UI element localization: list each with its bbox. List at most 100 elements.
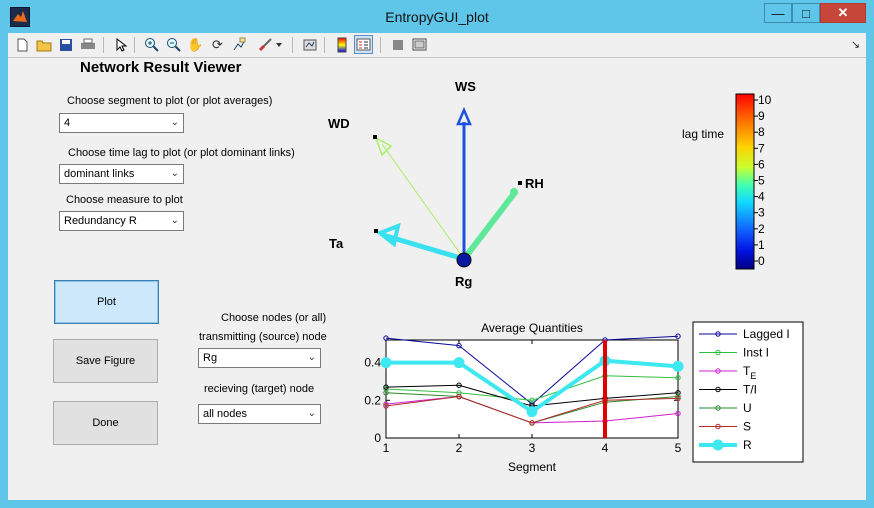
series-point (529, 397, 535, 404)
maximize-button[interactable]: □ (792, 3, 820, 23)
node-label-rh: RH (525, 176, 544, 191)
done-button[interactable]: Done (53, 401, 158, 445)
window-title: EntropyGUI_plot (385, 9, 489, 25)
legend-icon[interactable] (354, 35, 373, 54)
measure-label: Choose measure to plot (66, 194, 183, 206)
x-tick-label: 3 (529, 441, 536, 455)
legend-marker (712, 439, 724, 451)
chart-title: Average Quantities (481, 321, 583, 335)
zoom-out-icon[interactable] (164, 35, 183, 54)
zoom-in-icon[interactable] (142, 35, 161, 54)
figure-client-area: Network Result Viewer Choose segment to … (8, 58, 866, 500)
dock-arrow-icon[interactable]: ↘ (850, 39, 861, 51)
legend-marker (715, 386, 721, 393)
series-line (385, 375, 679, 401)
series-line (385, 396, 679, 424)
chevron-down-icon: ⌄ (170, 168, 179, 179)
data-cursor-icon[interactable] (230, 35, 249, 54)
target-node-select[interactable]: all nodes ⌄ (198, 404, 321, 424)
source-node-select[interactable]: Rg ⌄ (198, 348, 321, 368)
series-point (675, 333, 681, 339)
colorbar (735, 93, 755, 270)
link-plot-icon[interactable] (300, 35, 319, 54)
series-point (672, 360, 684, 372)
series-point (383, 401, 389, 407)
panel-title: Network Result Viewer (80, 59, 242, 76)
legend-marker (715, 368, 721, 374)
save-figure-button[interactable]: Save Figure (53, 339, 158, 383)
toolbar-separator (380, 37, 381, 53)
minimize-button[interactable]: — (764, 3, 792, 23)
colorbar-icon[interactable] (332, 35, 351, 54)
brush-icon[interactable] (256, 35, 275, 54)
legend-entry: U (743, 401, 752, 415)
colorbar-tick-label: 10 (758, 93, 772, 107)
legend-marker (715, 423, 721, 430)
series-point (675, 395, 681, 402)
new-file-icon[interactable] (12, 35, 31, 54)
toolbar-separator (134, 37, 135, 53)
chart-plot-area (385, 339, 679, 439)
series-point (383, 384, 389, 390)
segment-select[interactable]: 4 ⌄ (59, 113, 184, 133)
show-plot-tools-icon[interactable] (410, 35, 429, 54)
x-tick-label: 1 (383, 441, 390, 455)
series-point (456, 390, 462, 396)
lag-select[interactable]: dominant links ⌄ (59, 164, 184, 184)
print-icon[interactable] (78, 35, 97, 54)
pointer-icon[interactable] (111, 35, 130, 54)
x-tick-label: 4 (602, 441, 609, 455)
source-node-label: transmitting (source) node (199, 331, 327, 343)
series-point (456, 393, 462, 400)
toolbar-separator (292, 37, 293, 53)
nodes-label: Choose nodes (or all) (221, 312, 327, 324)
node-label-wd: WD (328, 116, 350, 131)
save-icon[interactable] (56, 35, 75, 54)
chevron-down-icon: ⌄ (307, 408, 316, 419)
colorbar-tick-label: 1 (758, 238, 765, 252)
measure-select-value: Redundancy R (64, 215, 137, 227)
plot-button[interactable]: Plot (54, 280, 159, 324)
chevron-down-icon: ⌄ (170, 215, 179, 226)
colorbar-tick-label: 4 (758, 190, 765, 204)
series-point (675, 374, 681, 381)
brush-dropdown-icon[interactable] (274, 35, 284, 54)
segment-select-value: 4 (64, 117, 71, 129)
legend-marker (715, 331, 721, 337)
chevron-down-icon: ⌄ (170, 117, 179, 128)
measure-select[interactable]: Redundancy R ⌄ (59, 211, 184, 231)
figure-toolbar: ✋ ⟳ ↘ (8, 33, 866, 58)
colorbar-tick-label: 3 (758, 206, 765, 220)
series-point (380, 357, 392, 369)
node-label-ta: Ta (329, 236, 344, 251)
target-node-label: recieving (target) node (204, 383, 315, 395)
chart-legend (692, 321, 804, 463)
legend-marker (715, 349, 721, 356)
series-point (456, 382, 462, 388)
series-line (385, 384, 679, 407)
arrowhead-ta (376, 222, 401, 248)
y-tick-label: 0 (374, 431, 381, 445)
node-point-ta (374, 229, 378, 233)
legend-entry: Lagged I (743, 327, 790, 341)
rotate-3d-icon[interactable]: ⟳ (212, 36, 223, 52)
close-button[interactable]: ✕ (820, 3, 866, 23)
colorbar-tick-label: 0 (758, 254, 765, 268)
node-point-wd (373, 135, 377, 139)
link-rg-wd (381, 143, 465, 260)
legend-entry: Inst I (743, 346, 769, 360)
segment-label: Choose segment to plot (or plot averages… (67, 95, 273, 107)
title-bar[interactable]: EntropyGUI_plot — □ ✕ (0, 0, 874, 33)
x-tick-label: 5 (675, 441, 682, 455)
y-tick-label: 0.4 (364, 356, 381, 370)
target-node-value: all nodes (203, 408, 248, 420)
pan-hand-icon[interactable]: ✋ (187, 36, 204, 52)
hide-plot-tools-icon[interactable] (388, 35, 407, 54)
lag-label: Choose time lag to plot (or plot dominan… (68, 147, 295, 159)
open-folder-icon[interactable] (34, 35, 53, 54)
legend-entry: T/I (743, 383, 757, 397)
node-label-ws: WS (455, 79, 476, 94)
series-point (526, 406, 538, 418)
